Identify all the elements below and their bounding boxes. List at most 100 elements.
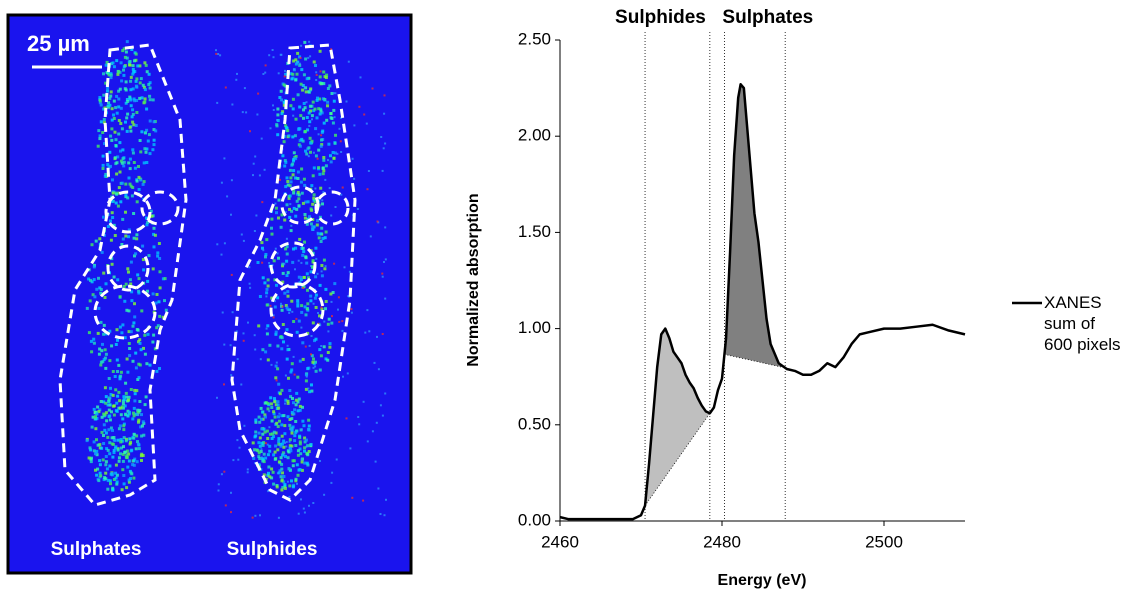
- map-pixel: [123, 404, 127, 408]
- map-pixel: [311, 227, 315, 231]
- map-pixel: [136, 328, 140, 332]
- map-pixel: [289, 446, 292, 450]
- map-pixel: [374, 460, 377, 463]
- map-pixel: [298, 359, 302, 363]
- map-pixel: [268, 426, 271, 429]
- map-pixel: [302, 102, 306, 105]
- map-pixel: [246, 471, 249, 474]
- map-pixel: [297, 193, 301, 197]
- map-pixel: [318, 314, 321, 318]
- map-pixel: [289, 395, 293, 399]
- map-pixel: [298, 144, 302, 148]
- map-pixel: [310, 353, 312, 356]
- map-pixel: [331, 315, 333, 318]
- map-pixel: [101, 342, 104, 346]
- map-pixel: [130, 48, 134, 51]
- map-pixel: [111, 191, 115, 195]
- map-pixel: [277, 460, 281, 464]
- map-pixel: [114, 409, 118, 413]
- map-pixel: [310, 354, 314, 358]
- map-pixel: [274, 431, 278, 435]
- map-pixel: [268, 444, 272, 448]
- map-pixel: [309, 299, 313, 303]
- map-pixel: [317, 236, 321, 240]
- map-pixel: [295, 199, 299, 203]
- map-pixel: [114, 144, 118, 147]
- map-pixel: [299, 62, 301, 65]
- map-pixel: [217, 489, 220, 492]
- map-pixel: [135, 434, 139, 438]
- map-pixel: [302, 424, 306, 428]
- map-pixel: [310, 389, 314, 393]
- map-pixel: [294, 117, 298, 121]
- map-pixel: [158, 286, 162, 290]
- map-pixel: [322, 169, 326, 173]
- map-pixel: [280, 98, 284, 102]
- map-pixel: [145, 362, 149, 366]
- map-pixel: [282, 480, 286, 484]
- map-pixel: [122, 68, 125, 72]
- map-pixel: [366, 440, 369, 443]
- map-pixel: [278, 392, 282, 396]
- map-pixel: [294, 214, 298, 218]
- map-pixel: [127, 478, 131, 482]
- map-pixel: [134, 52, 138, 56]
- outline: [93, 284, 157, 340]
- map-pixel: [303, 440, 307, 444]
- map-pixel: [121, 157, 125, 161]
- map-pixel: [137, 340, 140, 344]
- map-pixel: [321, 166, 325, 170]
- map-pixel: [305, 101, 308, 104]
- map-pixel: [294, 429, 298, 433]
- map-pixel: [254, 348, 257, 351]
- map-pixel: [146, 332, 150, 336]
- map-pixel: [247, 321, 249, 324]
- map-pixel: [319, 232, 323, 236]
- map-pixel: [307, 424, 311, 428]
- map-pixel: [230, 273, 233, 276]
- map-pixel: [116, 155, 120, 159]
- map-pixel: [288, 207, 291, 211]
- map-pixel: [350, 311, 353, 314]
- map-pixel: [108, 103, 112, 107]
- map-pixel: [130, 299, 134, 303]
- map-pixel: [261, 457, 264, 461]
- map-pixel: [96, 443, 100, 447]
- map-pixel: [286, 129, 290, 133]
- map-pixel: [122, 164, 126, 168]
- map-pixel: [278, 178, 281, 181]
- map-pixel: [155, 326, 159, 330]
- map-pixel: [117, 191, 121, 195]
- map-pixel: [362, 499, 365, 502]
- map-pixel: [257, 324, 261, 328]
- map-pixel: [298, 468, 302, 471]
- map-pixel: [329, 112, 333, 116]
- map-pixel: [348, 270, 351, 273]
- map-pixel: [154, 129, 158, 133]
- map-pixel: [131, 151, 135, 155]
- map-pixel: [296, 51, 300, 55]
- map-pixel: [295, 391, 299, 395]
- map-pixel: [302, 177, 306, 181]
- map-pixel: [122, 398, 126, 402]
- map-pixel: [94, 427, 98, 431]
- map-pixel: [318, 172, 322, 176]
- map-pixel: [322, 191, 325, 194]
- map-pixel: [258, 420, 262, 424]
- map-pixel: [263, 413, 267, 417]
- map-pixel: [278, 96, 282, 99]
- map-pixel: [137, 376, 141, 380]
- map-pixel: [110, 127, 114, 131]
- map-pixel: [296, 473, 300, 477]
- map-pixel: [272, 482, 276, 486]
- map-pixel: [289, 370, 293, 374]
- map-pixel: [330, 92, 334, 95]
- map-pixel: [290, 479, 293, 483]
- map-pixel: [133, 457, 137, 461]
- map-pixel: [316, 272, 319, 275]
- map-pixel: [114, 476, 118, 480]
- map-pixel: [314, 293, 318, 297]
- map-pixel: [90, 425, 94, 429]
- map-pixel: [102, 412, 106, 416]
- map-pixel: [298, 63, 302, 67]
